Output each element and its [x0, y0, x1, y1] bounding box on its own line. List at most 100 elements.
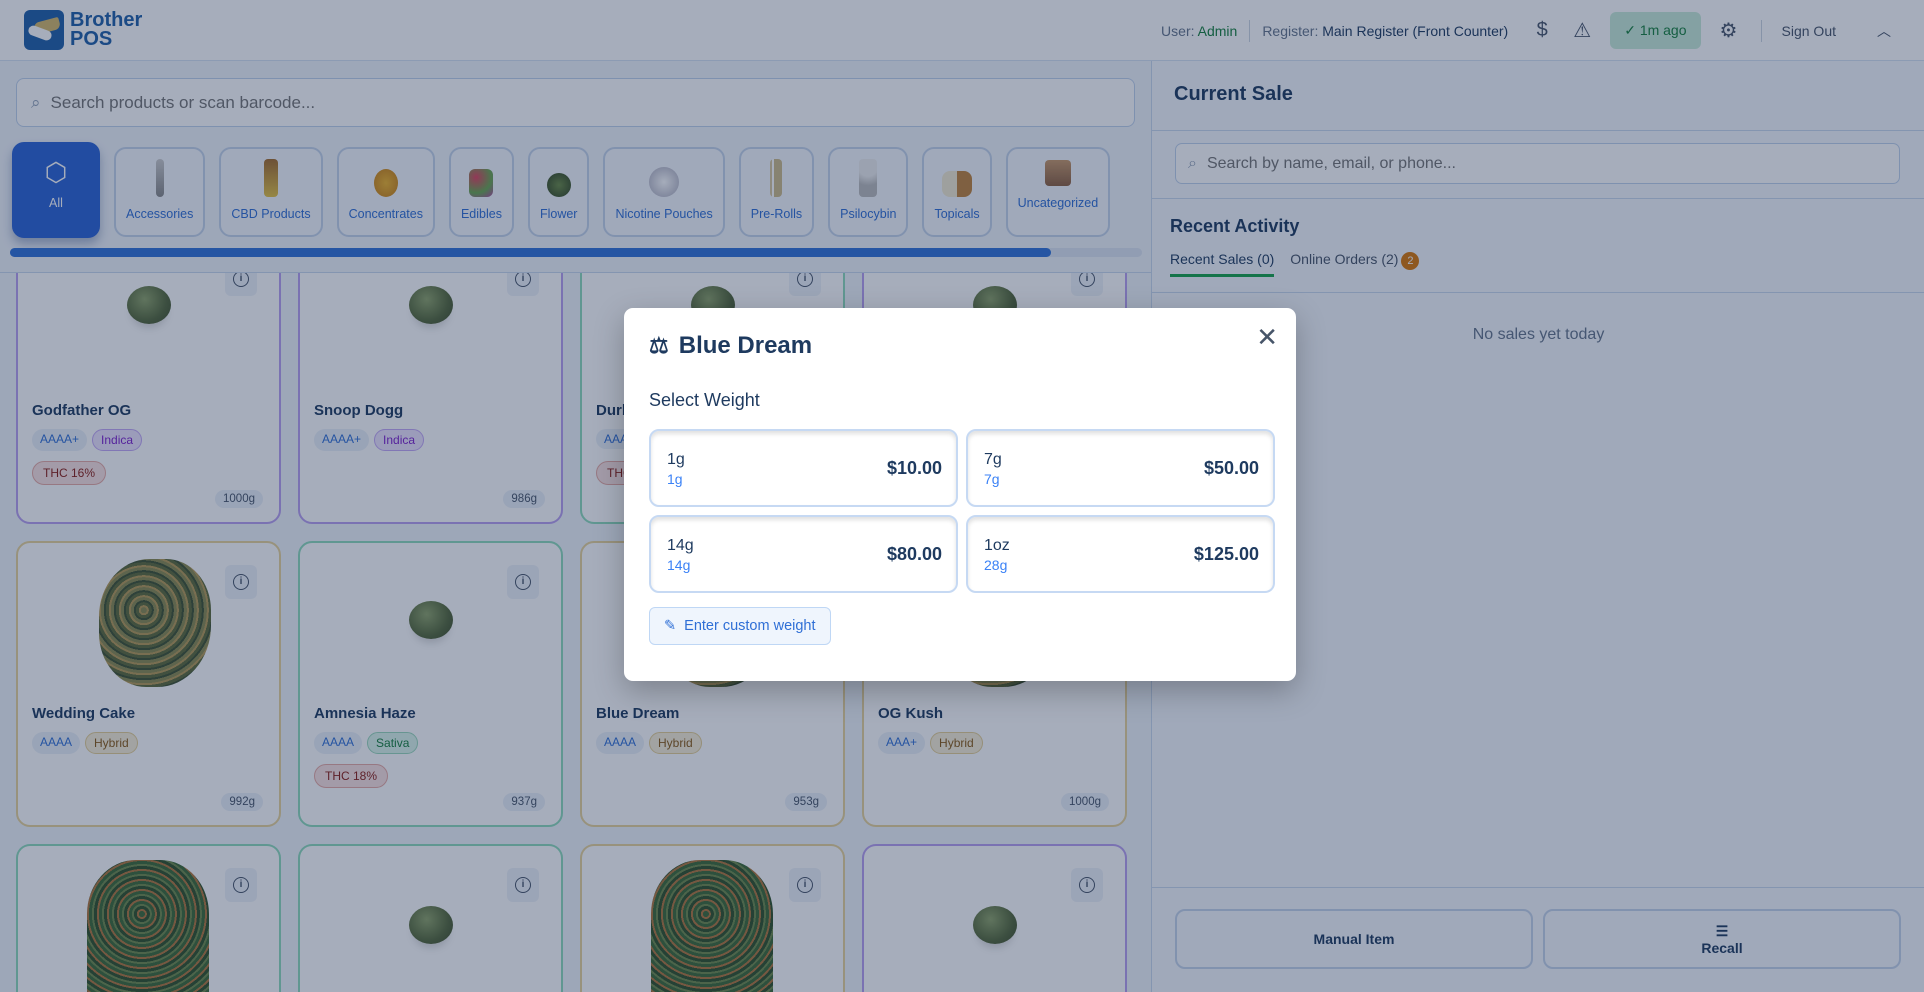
- category-edibles[interactable]: Edibles: [448, 147, 514, 237]
- manual-item-button[interactable]: Manual Item: [1175, 909, 1533, 969]
- concentrate-image: [373, 169, 398, 197]
- info-button[interactable]: i: [1071, 868, 1103, 902]
- activity-tabs: Recent Sales (0) Online Orders (2) 2: [1170, 251, 1420, 277]
- divider: [1152, 292, 1924, 293]
- strain-type-tag: Indica: [92, 429, 143, 451]
- info-icon: i: [797, 273, 813, 287]
- product-card[interactable]: i: [862, 844, 1127, 992]
- logo-text-line2: POS: [70, 28, 113, 50]
- info-button[interactable]: i: [507, 273, 539, 296]
- current-sale-title: Current Sale: [1174, 83, 1293, 105]
- category-label: Flower: [539, 207, 578, 221]
- user-label: User:: [1161, 22, 1195, 39]
- grade-tag: AAAA+: [314, 429, 370, 451]
- grade-tag: AAAA: [596, 732, 645, 754]
- custom-weight-button[interactable]: ✎ Enter custom weight: [649, 607, 831, 645]
- close-icon[interactable]: ✕: [1256, 322, 1278, 352]
- category-flower[interactable]: Flower: [527, 147, 590, 237]
- info-button[interactable]: i: [225, 868, 257, 902]
- stock-badge: 992g: [221, 793, 263, 811]
- product-search[interactable]: ⌕: [16, 78, 1135, 127]
- category-accessories[interactable]: Accessories: [114, 147, 206, 237]
- weight-label: 1g: [667, 451, 685, 468]
- divider: [1152, 198, 1924, 199]
- category-uncategorized[interactable]: Uncategorized: [1005, 147, 1111, 237]
- product-image: [972, 906, 1017, 944]
- weight-option-14g[interactable]: 14g 14g $80.00: [649, 515, 958, 593]
- button-label: Manual Item: [1313, 931, 1395, 947]
- info-icon: i: [233, 273, 249, 287]
- logo-text-line1: Brother: [70, 9, 143, 31]
- divider: [1249, 19, 1251, 42]
- product-search-input[interactable]: [50, 92, 1134, 113]
- info-button[interactable]: i: [789, 273, 821, 296]
- category-pre-rolls[interactable]: Pre-Rolls: [738, 147, 815, 237]
- category-cbd-products[interactable]: CBD Products: [219, 147, 323, 237]
- sync-status-button[interactable]: ✓ 1m ago: [1610, 12, 1701, 49]
- grade-tag: AAAA: [314, 732, 363, 754]
- gear-icon[interactable]: ⚙: [1719, 20, 1738, 42]
- category-psilocybin[interactable]: Psilocybin: [828, 147, 909, 237]
- thc-tag: THC 18%: [314, 764, 389, 788]
- divider: [1152, 130, 1924, 131]
- online-orders-badge: 2: [1401, 252, 1420, 270]
- product-card[interactable]: i Amnesia Haze AAAA Sativa THC 18% 937g: [298, 541, 563, 827]
- info-button[interactable]: i: [225, 273, 257, 296]
- product-card[interactable]: i: [298, 844, 563, 992]
- info-button[interactable]: i: [789, 868, 821, 902]
- product-card[interactable]: i Snoop Dogg AAAA+ Indica 986g: [298, 273, 563, 524]
- category-label: Nicotine Pouches: [615, 207, 713, 221]
- info-button[interactable]: i: [1071, 273, 1103, 296]
- modal-subtitle: Select Weight: [649, 390, 760, 410]
- warning-icon[interactable]: ⚠: [1573, 20, 1592, 42]
- scrollbar-thumb[interactable]: [10, 248, 1052, 257]
- category-label: Psilocybin: [840, 207, 897, 221]
- chevron-up-icon[interactable]: ︿: [1877, 22, 1891, 39]
- product-card[interactable]: i Wedding Cake AAAA Hybrid 992g: [16, 541, 281, 827]
- info-button[interactable]: i: [225, 565, 257, 599]
- product-name: Durb: [596, 402, 631, 419]
- register-name: Main Register (Front Counter): [1322, 22, 1509, 39]
- tab-label: Online Orders (2): [1290, 251, 1399, 267]
- product-image: [650, 860, 773, 992]
- weight-price: $125.00: [1193, 543, 1259, 564]
- product-card[interactable]: i Godfather OG AAAA+ Indica THC 16% 1000g: [16, 273, 281, 524]
- weight-option-1oz[interactable]: 1oz 28g $125.00: [966, 515, 1275, 593]
- tab-online-orders[interactable]: Online Orders (2) 2: [1290, 251, 1420, 277]
- sync-status-text: 1m ago: [1639, 22, 1687, 38]
- recall-button[interactable]: ☰ Recall: [1543, 909, 1901, 969]
- check-icon: ✓: [1624, 22, 1636, 38]
- stock-badge: 986g: [503, 490, 545, 508]
- product-name: Wedding Cake: [32, 705, 136, 722]
- weight-price: $50.00: [1203, 457, 1259, 478]
- dollar-icon[interactable]: $: [1536, 19, 1548, 41]
- modal-title: Blue Dream: [678, 332, 813, 359]
- category-all[interactable]: ⬡ All: [12, 142, 100, 238]
- sign-out-button[interactable]: Sign Out: [1781, 22, 1836, 39]
- category-scrollbar[interactable]: [10, 248, 1142, 257]
- category-nicotine-pouches[interactable]: Nicotine Pouches: [603, 147, 725, 237]
- user-name: Admin: [1197, 22, 1238, 39]
- info-button[interactable]: i: [507, 868, 539, 902]
- lighter-image: [155, 159, 164, 197]
- customer-search-input[interactable]: [1206, 154, 1899, 173]
- weight-option-7g[interactable]: 7g 7g $50.00: [966, 429, 1275, 507]
- product-card[interactable]: i: [580, 844, 845, 992]
- stock-badge: 1000g: [1061, 793, 1109, 811]
- edibles-image: [469, 169, 494, 197]
- customer-search[interactable]: ⌕: [1175, 143, 1900, 184]
- product-name: Amnesia Haze: [314, 705, 416, 722]
- info-icon: i: [515, 574, 531, 590]
- tab-recent-sales[interactable]: Recent Sales (0): [1170, 251, 1275, 277]
- category-concentrates[interactable]: Concentrates: [336, 147, 435, 237]
- topicals-image: [942, 171, 973, 197]
- info-icon: i: [1079, 273, 1095, 287]
- category-label: CBD Products: [231, 207, 311, 221]
- pre-roll-image: [770, 159, 783, 197]
- weight-option-1g[interactable]: 1g 1g $10.00: [649, 429, 958, 507]
- product-card[interactable]: i: [16, 844, 281, 992]
- weight-grams: 14g: [667, 557, 691, 573]
- category-topicals[interactable]: Topicals: [922, 147, 992, 237]
- strain-type-tag: Hybrid: [649, 732, 702, 754]
- info-button[interactable]: i: [507, 565, 539, 599]
